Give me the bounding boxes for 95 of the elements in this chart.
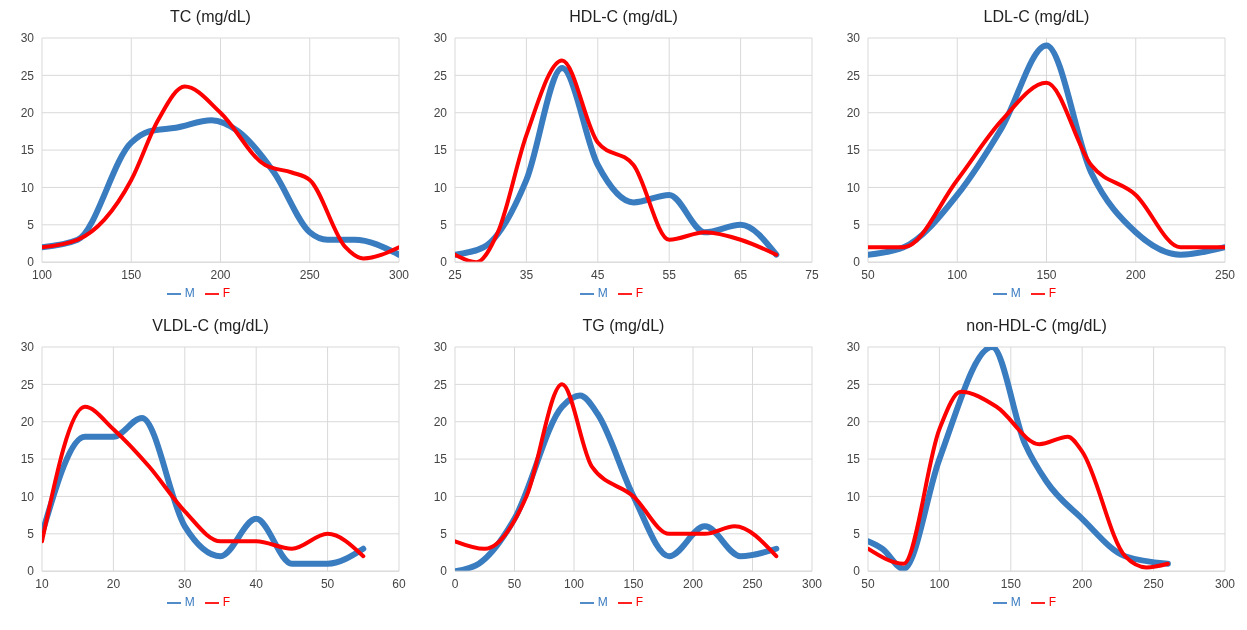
legend-label: M (184, 286, 195, 301)
legend-label: F (222, 595, 231, 610)
y-tick-label: 0 (853, 564, 861, 579)
x-tick-label: 150 (623, 576, 644, 591)
y-tick-label: 30 (846, 31, 861, 46)
y-tick-label: 20 (20, 414, 35, 429)
x-tick-label: 45 (591, 267, 605, 282)
y-tick-label: 30 (20, 340, 35, 355)
x-tick-label: 150 (121, 267, 142, 282)
x-tick-label: 65 (733, 267, 748, 282)
y-tick-label: 10 (433, 489, 448, 504)
y-tick-label: 15 (433, 452, 448, 467)
y-tick-label: 5 (440, 218, 448, 233)
y-tick-label: 20 (20, 105, 35, 120)
x-tick-label: 250 (1143, 576, 1164, 591)
x-tick-label: 50 (507, 576, 522, 591)
y-tick-label: 5 (27, 527, 35, 542)
legend-label: M (1010, 286, 1021, 301)
legend-label: F (1048, 595, 1057, 610)
x-tick-label: 20 (106, 576, 121, 591)
x-tick-label: 150 (1000, 576, 1022, 591)
legend-label: F (222, 286, 231, 301)
legend-label: F (635, 286, 644, 301)
y-tick-label: 0 (440, 255, 448, 270)
y-tick-label: 0 (27, 255, 35, 270)
y-tick-label: 5 (853, 218, 861, 233)
chart-title: TG (mg/dL) (581, 317, 666, 336)
x-tick-label: 100 (563, 576, 585, 591)
y-tick-label: 15 (20, 452, 35, 467)
y-tick-label: 10 (846, 180, 861, 195)
y-tick-label: 25 (433, 377, 448, 392)
y-tick-label: 5 (853, 527, 861, 542)
legend-label: F (635, 595, 644, 610)
y-tick-label: 20 (433, 105, 448, 120)
y-tick-label: 15 (20, 143, 35, 158)
x-tick-label: 250 (742, 576, 763, 591)
y-tick-label: 20 (433, 414, 448, 429)
legend-label: M (184, 595, 195, 610)
x-tick-label: 100 (31, 267, 53, 282)
y-tick-label: 25 (846, 68, 861, 83)
y-tick-label: 10 (433, 180, 448, 195)
y-tick-label: 30 (846, 340, 861, 355)
legend-label: M (597, 595, 608, 610)
y-tick-label: 0 (853, 255, 861, 270)
y-tick-label: 15 (846, 452, 861, 467)
y-tick-label: 30 (433, 340, 448, 355)
x-tick-label: 150 (1036, 267, 1057, 282)
x-tick-label: 200 (210, 267, 231, 282)
x-tick-label: 300 (1214, 576, 1236, 591)
legend-label: M (1010, 595, 1021, 610)
line-series (868, 80, 1225, 250)
y-tick-label: 5 (27, 218, 35, 233)
x-tick-label: 200 (1125, 267, 1147, 282)
x-tick-label: 100 (947, 267, 968, 282)
y-tick-label: 30 (433, 31, 448, 46)
x-tick-label: 50 (861, 267, 875, 282)
y-tick-label: 10 (20, 489, 35, 504)
x-tick-label: 35 (519, 267, 534, 282)
y-tick-label: 15 (433, 143, 448, 158)
y-tick-label: 20 (846, 105, 861, 120)
x-tick-label: 250 (1214, 267, 1236, 282)
legend-label: F (1048, 286, 1057, 301)
x-tick-label: 60 (392, 576, 406, 591)
x-tick-label: 55 (662, 267, 677, 282)
y-tick-label: 10 (20, 180, 35, 195)
x-tick-label: 300 (388, 267, 410, 282)
x-tick-label: 200 (1072, 576, 1093, 591)
y-tick-label: 30 (20, 31, 35, 46)
y-tick-label: 10 (846, 489, 861, 504)
y-tick-label: 5 (440, 527, 448, 542)
y-tick-label: 25 (433, 68, 448, 83)
x-tick-label: 200 (682, 576, 704, 591)
chart-title: VLDL-C (mg/dL) (151, 317, 270, 336)
x-tick-label: 50 (861, 576, 875, 591)
y-tick-label: 20 (846, 414, 861, 429)
x-tick-label: 50 (320, 576, 335, 591)
y-tick-label: 0 (440, 564, 448, 579)
chart-title: TC (mg/dL) (169, 8, 252, 27)
legend-label: M (597, 286, 608, 301)
y-tick-label: 25 (20, 68, 35, 83)
y-tick-label: 25 (20, 377, 35, 392)
y-tick-label: 0 (27, 564, 35, 579)
chart-title: LDL-C (mg/dL) (982, 8, 1091, 27)
x-tick-label: 75 (805, 267, 819, 282)
chart-title: non-HDL-C (mg/dL) (965, 317, 1108, 336)
x-tick-label: 30 (178, 576, 192, 591)
x-tick-label: 40 (249, 576, 264, 591)
y-tick-label: 15 (846, 143, 861, 158)
x-tick-label: 0 (451, 576, 459, 591)
chart-title: HDL-C (mg/dL) (568, 8, 679, 27)
line-series (868, 389, 1170, 570)
y-tick-label: 25 (846, 377, 861, 392)
x-tick-label: 250 (299, 267, 321, 282)
x-tick-label: 100 (929, 576, 950, 591)
x-tick-label: 300 (801, 576, 823, 591)
